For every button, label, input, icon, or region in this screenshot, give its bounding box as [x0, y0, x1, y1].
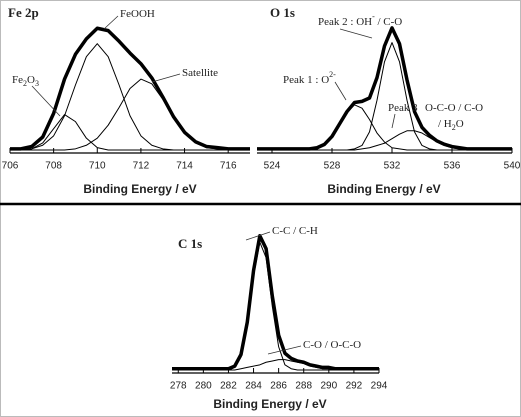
leader-line: [339, 28, 373, 39]
leader-line: [391, 113, 396, 129]
x-tick-label: 290: [320, 381, 337, 392]
annotation: / H2O: [438, 118, 464, 133]
annotation-part: C-C / C-H: [272, 225, 318, 237]
x-tick-label: 714: [176, 161, 193, 172]
annotation: O-C-O / C-O: [425, 102, 483, 114]
x-tick-label: 716: [220, 161, 237, 172]
annotation-part: O: [27, 74, 35, 86]
annotation-part: / C-O: [375, 16, 403, 28]
leader-line: [334, 81, 347, 101]
panel-title: C 1s: [178, 236, 202, 251]
annotation-part: O: [456, 118, 464, 130]
component-line: [172, 359, 379, 371]
annotation: Peak 3: [388, 102, 418, 114]
annotation-part: O-C-O / C-O: [425, 102, 483, 114]
envelope-line: [10, 26, 250, 151]
annotation-part: Satellite: [182, 67, 218, 79]
x-tick-label: 528: [324, 161, 341, 172]
annotation-part: C-O / O-C-O: [303, 339, 361, 351]
x-tick-label: 282: [220, 381, 237, 392]
annotation-part: 2-: [329, 70, 336, 79]
x-tick-label: 280: [195, 381, 212, 392]
annotation-part: / H: [438, 118, 452, 130]
x-tick-label: 278: [170, 381, 187, 392]
annotation: C-O / O-C-O: [303, 339, 361, 351]
x-axis-label: Binding Energy / eV: [327, 182, 440, 196]
x-tick-label: 524: [264, 161, 281, 172]
leader-line: [151, 73, 181, 83]
x-tick-label: 712: [133, 161, 150, 172]
component-line: [257, 130, 512, 151]
x-tick-label: 710: [89, 161, 106, 172]
annotation: Satellite: [182, 67, 218, 79]
x-tick-label: 540: [504, 161, 521, 172]
annotation-part: 2: [452, 123, 456, 132]
leader-line: [31, 85, 61, 117]
leader-line: [267, 345, 302, 355]
leader-line: [245, 231, 271, 241]
annotation-part: -: [372, 12, 375, 21]
panel-title: Fe 2p: [8, 5, 39, 20]
annotation: Fe2O3: [12, 74, 39, 89]
annotation-part: FeOOH: [120, 8, 155, 20]
annotation-part: 3: [35, 79, 39, 88]
x-tick-label: 708: [45, 161, 62, 172]
x-tick-label: 288: [295, 381, 312, 392]
x-axis-label: Binding Energy / eV: [83, 182, 196, 196]
annotation-part: Peak 2 : OH: [318, 16, 372, 28]
panel-title: O 1s: [270, 5, 295, 20]
envelope-line: [172, 234, 379, 371]
envelope-line: [257, 26, 512, 151]
x-tick-label: 286: [270, 381, 287, 392]
annotation: Peak 1 : O2-: [283, 70, 336, 85]
annotation-part: Fe: [12, 74, 23, 86]
annotation: C-C / C-H: [272, 225, 318, 237]
x-tick-label: 292: [346, 381, 363, 392]
x-tick-label: 294: [371, 381, 388, 392]
component-line: [10, 43, 250, 151]
annotation-part: Peak 3: [388, 102, 418, 114]
x-tick-label: 284: [245, 381, 262, 392]
x-tick-label: 706: [2, 161, 19, 172]
x-tick-label: 532: [384, 161, 401, 172]
component-line: [10, 78, 250, 151]
x-axis-label: Binding Energy / eV: [213, 397, 326, 411]
x-tick-label: 536: [444, 161, 461, 172]
annotation: FeOOH: [120, 8, 155, 20]
leader-line: [103, 15, 119, 30]
annotation-part: Peak 1 : O: [283, 74, 329, 86]
annotation: Peak 2 : OH- / C-O: [318, 12, 402, 27]
annotation-part: 2: [23, 79, 27, 88]
